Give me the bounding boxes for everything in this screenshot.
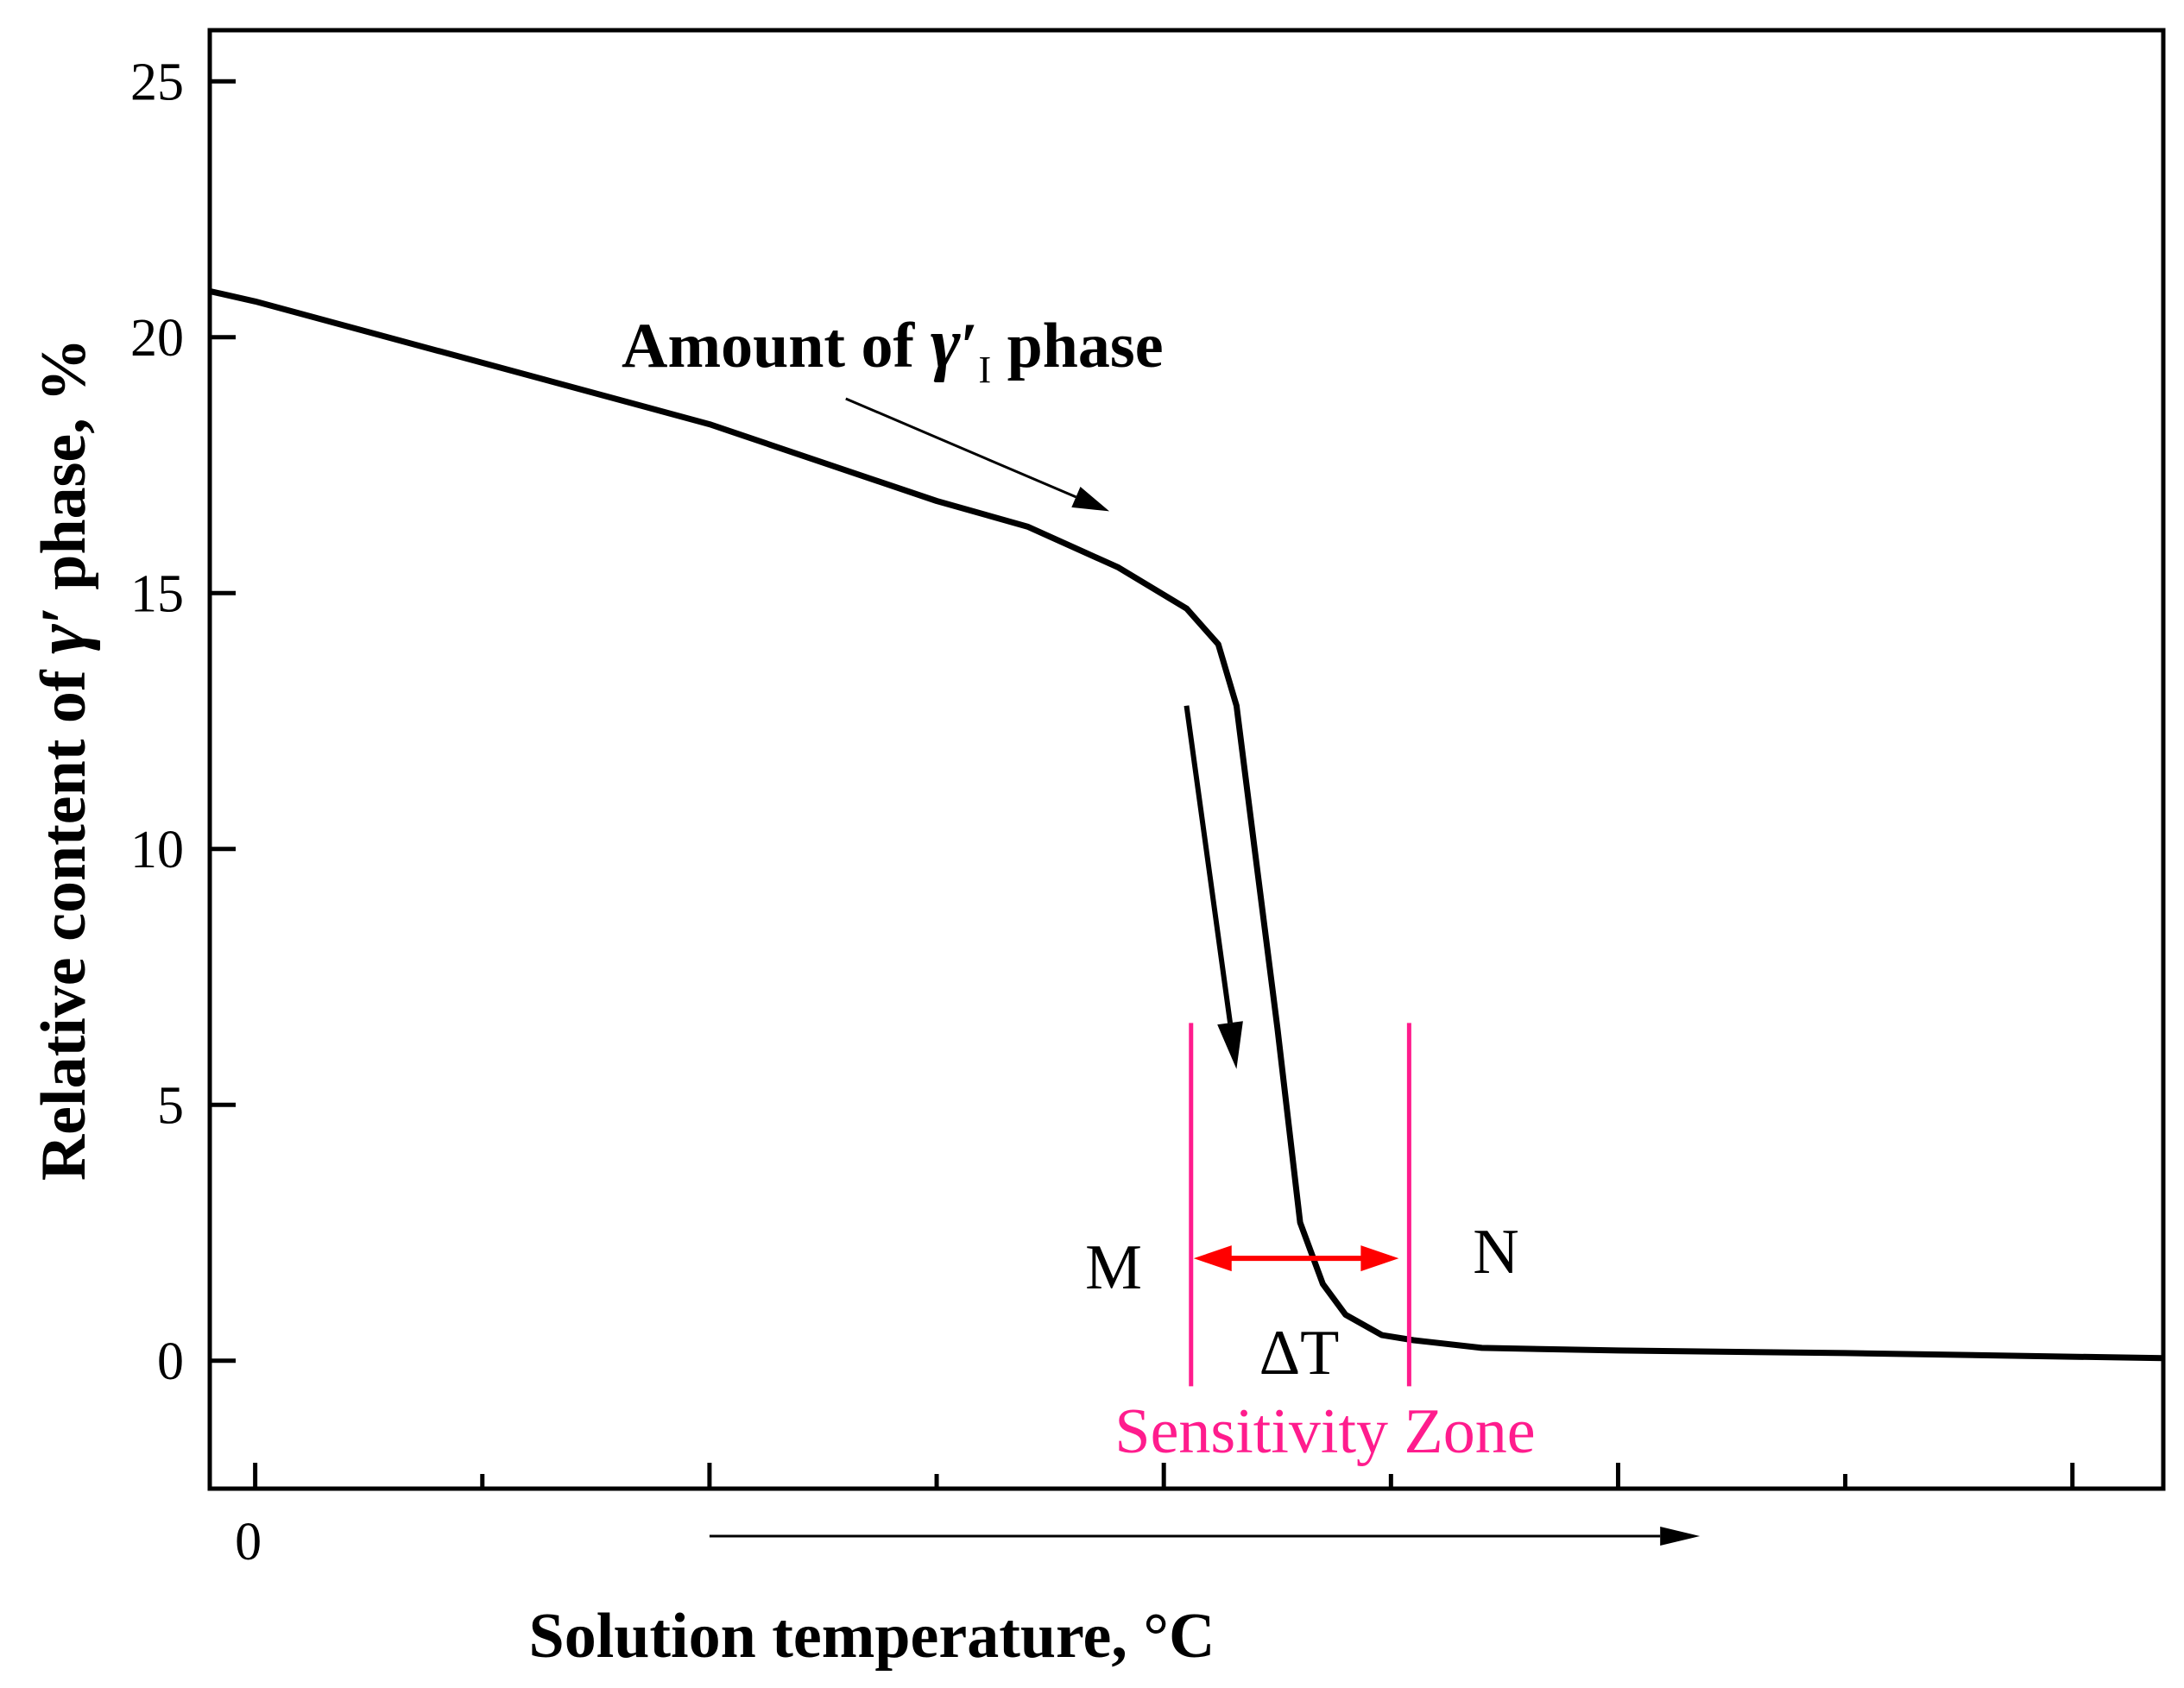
series-line [209,287,2164,1362]
y-axis-title-post: phase, % [28,338,99,606]
steep-drop-arrow-head [1217,1021,1243,1069]
delta-t-arrow [1193,1245,1399,1272]
amount-prime-symbol: ′ [961,311,979,381]
delta-t-label: ΔT [1259,1318,1340,1389]
amount-subscript: I [978,349,991,391]
x-axis-direction-arrow-head [1660,1527,1701,1546]
amount-arrow [845,397,1110,512]
y-tick-label: 5 [157,1076,184,1135]
y-axis-title: Relative content of γ′ phase, % [21,338,101,1181]
steep-drop-arrow [1184,705,1243,1069]
delta-t-arrow-head-left [1193,1245,1232,1272]
y-tick-label: 25 [130,53,184,111]
y-tick-label: 15 [130,564,184,623]
annotation-layer [709,397,1701,1546]
gamma-symbol: γ [21,624,101,654]
steep-drop-arrow-shaft [1184,705,1234,1024]
x-axis-ticks: 0 [235,1463,2075,1571]
amount-arrow-head [1071,486,1110,512]
y-tick-label: 10 [130,821,184,879]
plot-frame [207,28,2166,1491]
y-axis-ticks: 0 5 10 15 20 25 [130,53,236,1391]
series-layer [209,287,2164,1362]
x-tick-label: 0 [235,1513,262,1571]
prime-symbol: ′ [28,606,99,624]
x-axis-direction-arrow [709,1527,1701,1546]
amount-gamma-symbol: γ [931,303,961,383]
amount-pre: Amount of [622,311,931,381]
amount-arrow-shaft [845,397,1077,499]
amount-annotation: Amount of γ′I phase [622,303,1164,391]
y-axis-title-pre: Relative content of [28,654,99,1181]
y-tick-label: 0 [157,1332,184,1391]
sensitivity-zone-label: Sensitivity Zone [1114,1396,1535,1467]
marker-m-label: M [1085,1232,1142,1303]
amount-post: phase [991,311,1163,381]
x-axis-title: Solution temperature, °C [529,1601,1215,1672]
delta-t-arrow-head-right [1360,1245,1399,1272]
y-tick-label: 20 [130,309,184,368]
marker-n-label: N [1473,1217,1518,1288]
